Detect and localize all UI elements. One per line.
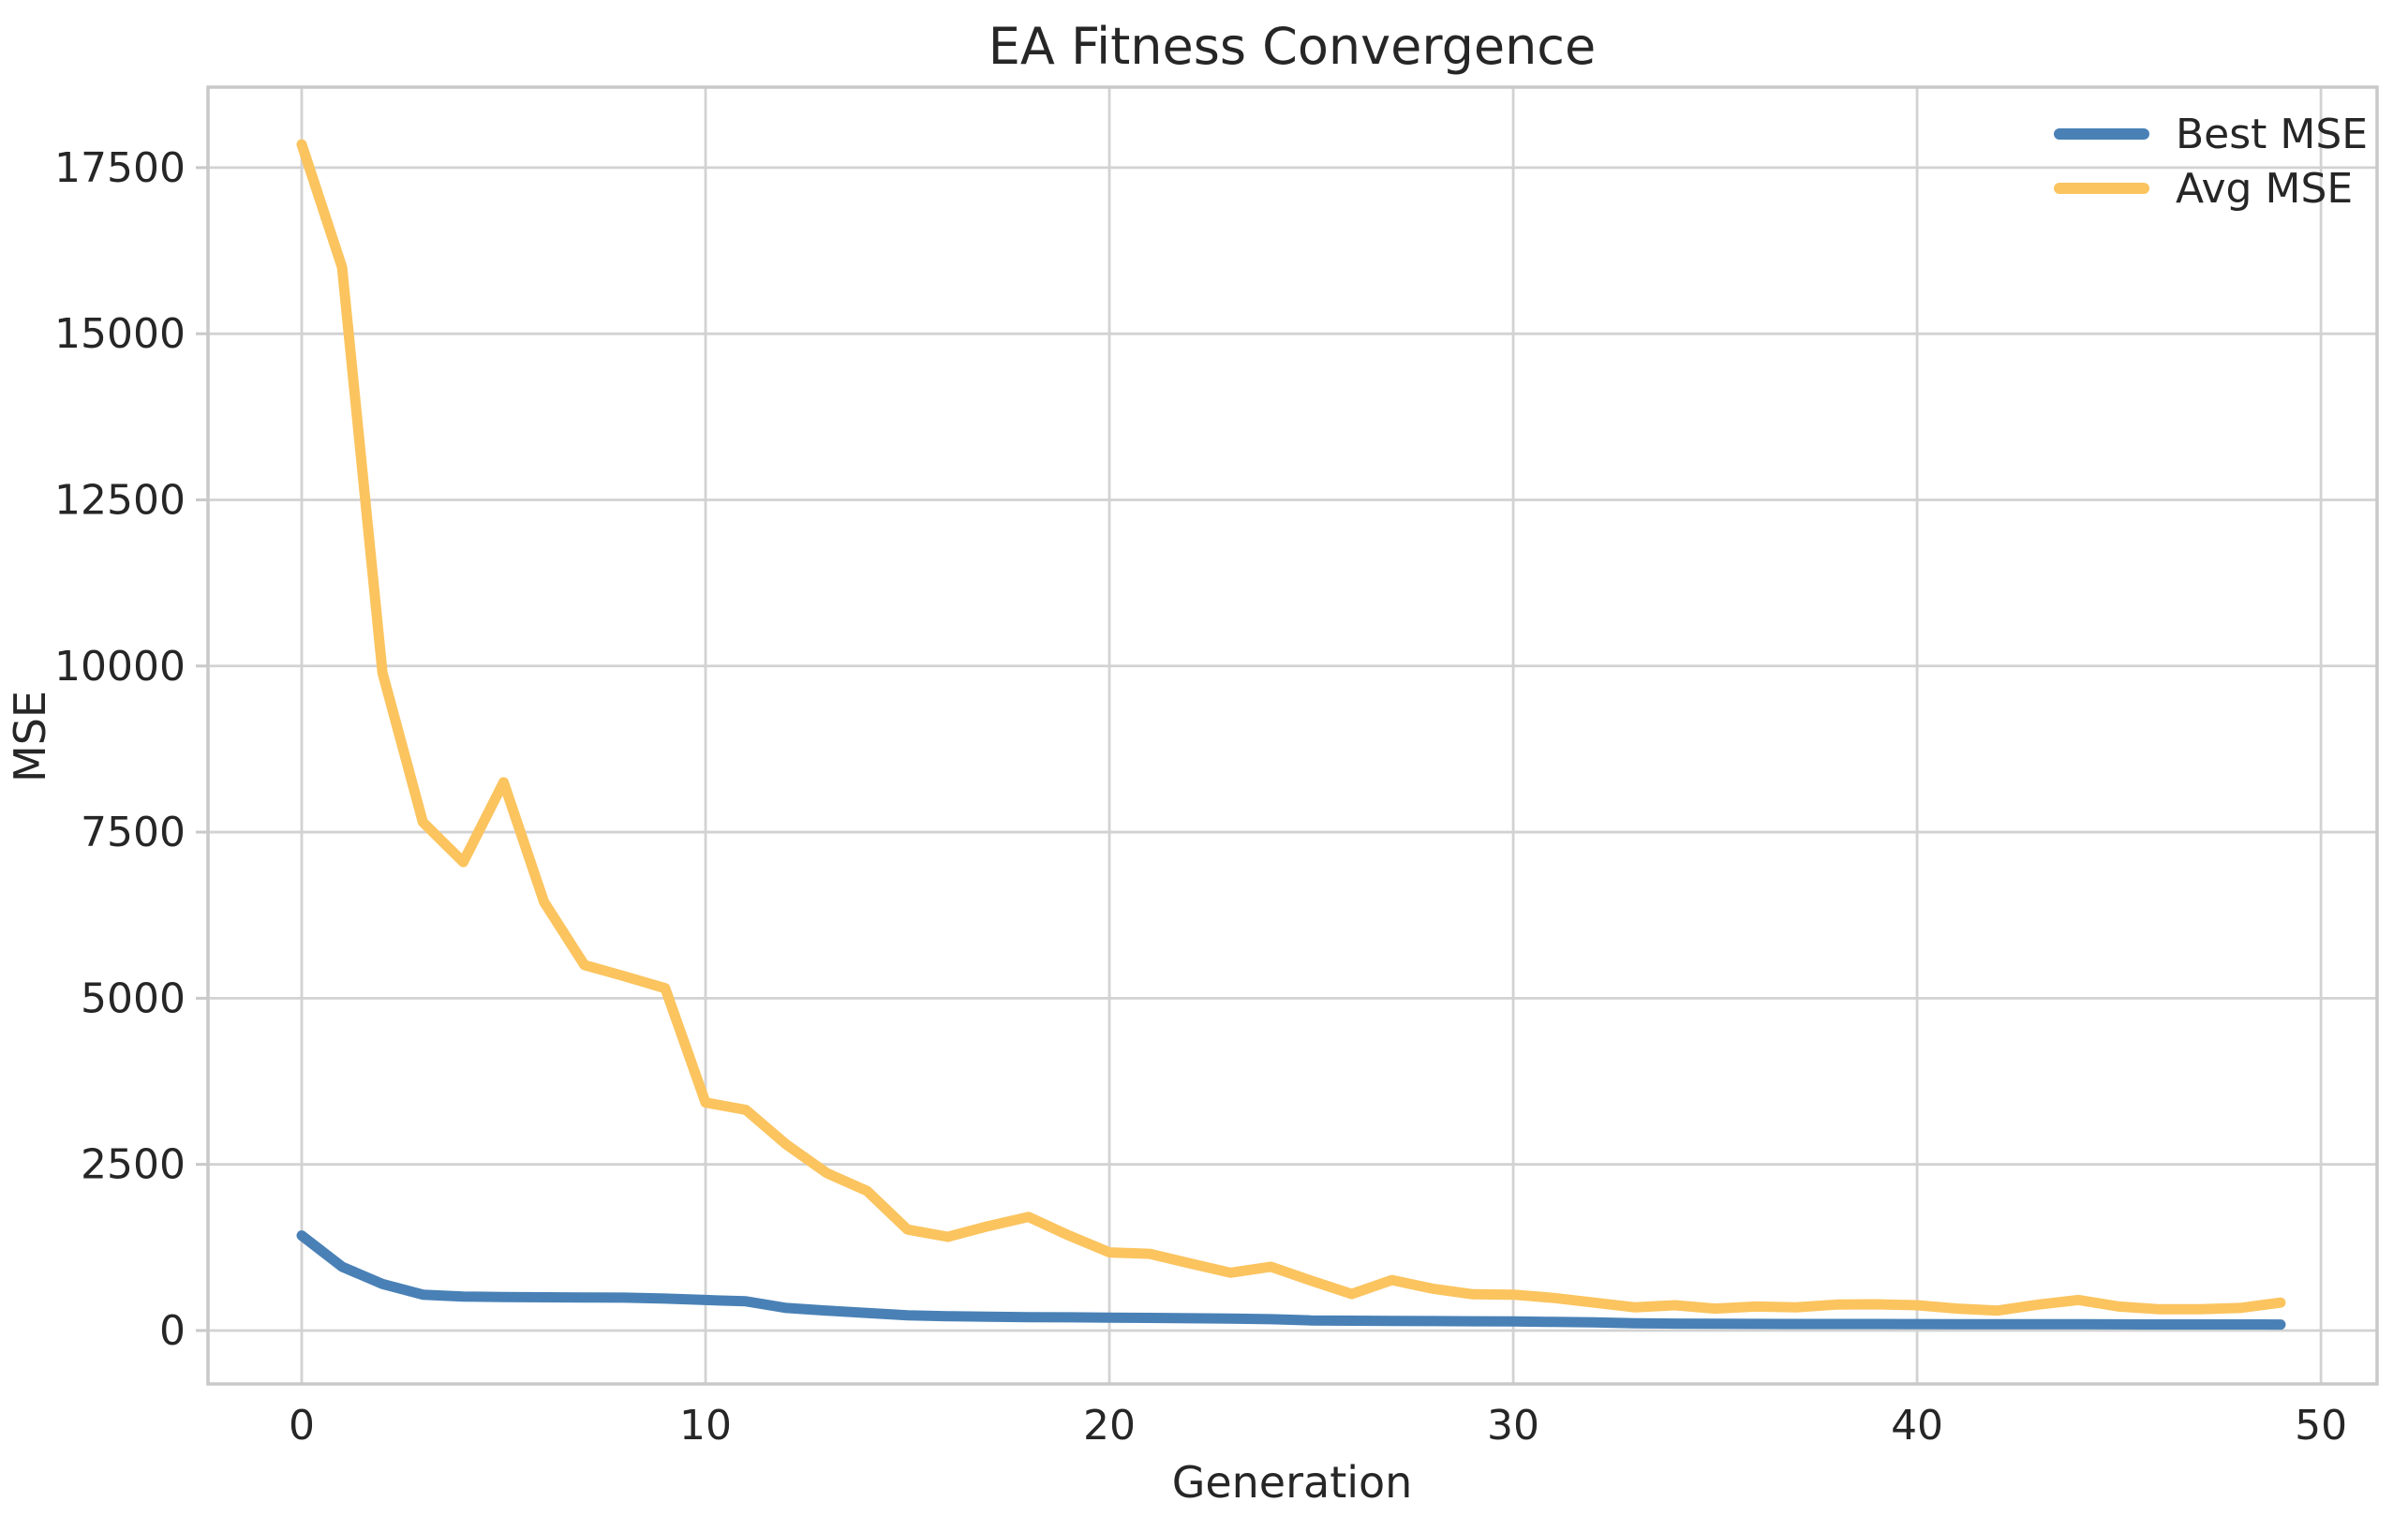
x-tick-label: 10 — [679, 1402, 732, 1450]
series-layer — [296, 139, 2286, 1331]
y-tick-label: 15000 — [54, 310, 186, 358]
y-tick-label: 5000 — [81, 974, 186, 1022]
x-tick-label: 50 — [2295, 1402, 2347, 1450]
y-tick-label: 0 — [159, 1307, 186, 1355]
tick-label-layer: 0 10 20 30 40 50 0 2500 5000 7500 10000 12500 15000 1… — [54, 144, 2347, 1450]
legend-label: Avg MSE — [2176, 165, 2353, 213]
y-tick-label: 2500 — [81, 1141, 186, 1189]
y-tick-label: 7500 — [81, 809, 186, 856]
x-tick-label: 20 — [1083, 1402, 1136, 1450]
grid-layer — [196, 87, 2377, 1384]
y-tick-label: 10000 — [54, 643, 186, 691]
series-line-avg-mse — [296, 139, 2286, 1316]
series-line-best-mse — [296, 1230, 2286, 1331]
y-tick-label: 17500 — [54, 144, 186, 192]
x-tick-label: 30 — [1487, 1402, 1539, 1450]
x-tick-label: 40 — [1891, 1402, 1943, 1450]
y-tick-label: 12500 — [54, 476, 186, 524]
x-tick-label: 0 — [289, 1402, 315, 1450]
chart-title: EA Fitness Convergence — [988, 17, 1596, 76]
legend-label: Best MSE — [2176, 111, 2368, 158]
y-axis-label: MSE — [5, 691, 55, 782]
legend-item: Best MSE — [2054, 111, 2368, 158]
plot-border — [206, 85, 2379, 1386]
legend-item: Avg MSE — [2054, 165, 2353, 213]
legend: Avg MSE Best MSE — [2054, 111, 2368, 213]
x-axis-label: Generation — [1172, 1457, 1413, 1508]
